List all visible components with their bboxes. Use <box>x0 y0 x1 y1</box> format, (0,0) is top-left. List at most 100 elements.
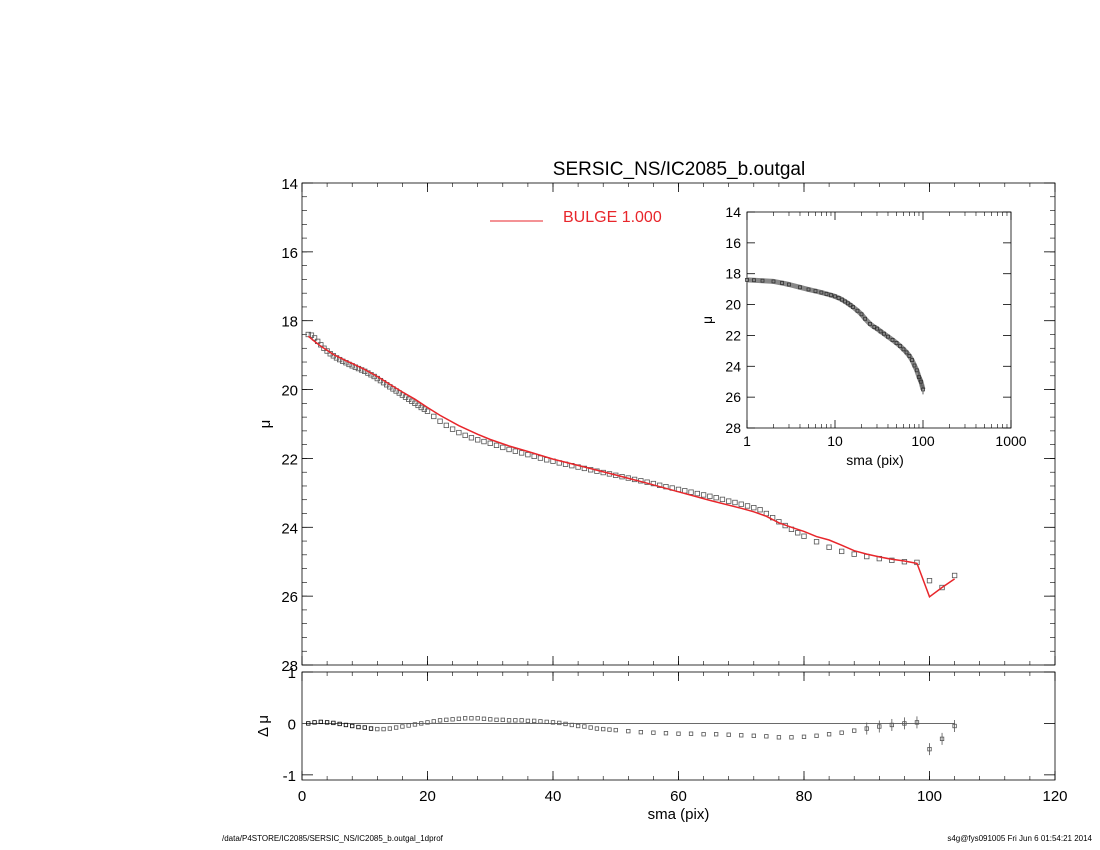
data-point <box>926 578 933 584</box>
data-point <box>437 418 443 424</box>
residual-point <box>814 733 819 738</box>
inset-y-tick-label: 16 <box>725 235 741 251</box>
main-profile-plot: 14 16 18 20 22 24 26 28 μ <box>257 176 1056 675</box>
residual-point <box>381 726 386 732</box>
data-point <box>694 490 700 497</box>
inset-data-point <box>787 282 791 287</box>
residual-point <box>726 732 731 737</box>
residual-point <box>412 722 418 727</box>
residual-point <box>638 730 643 735</box>
residual-point <box>532 718 537 724</box>
residual-point <box>613 727 618 733</box>
inset-data-point <box>863 316 868 321</box>
residual-point <box>538 719 543 724</box>
residual-x-tick-label: 0 <box>298 788 306 805</box>
main-y-axis-label: μ <box>257 420 274 429</box>
data-point <box>531 453 537 460</box>
residual-point <box>431 719 436 724</box>
residual-point <box>914 720 920 725</box>
residual-point <box>601 726 606 732</box>
data-point <box>839 548 845 555</box>
data-point <box>738 501 744 507</box>
inset-data-point <box>898 344 903 348</box>
data-point <box>726 498 732 504</box>
data-point <box>418 404 424 411</box>
data-point <box>713 495 719 501</box>
inset-data-point <box>901 347 906 352</box>
main-y-tick-label: 24 <box>281 520 298 537</box>
residual-x-tick-label: 80 <box>796 788 813 805</box>
residual-point <box>513 718 518 723</box>
residual-point <box>494 717 499 722</box>
residual-point <box>393 725 399 730</box>
inset-y-tick-label: 14 <box>725 204 741 220</box>
inset-data-point <box>886 334 890 339</box>
data-point <box>795 530 801 536</box>
footer-stamp: s4g@fys091005 Fri Jun 6 01:54:21 2014 <box>947 834 1092 843</box>
residual-x-tick-label: 60 <box>670 788 687 805</box>
data-point <box>851 551 857 557</box>
inset-x-tick-label: 10 <box>827 433 843 449</box>
residual-point <box>469 716 474 721</box>
inset-y-tick-label: 26 <box>725 389 741 405</box>
residual-point <box>519 718 524 723</box>
residual-point <box>776 735 782 740</box>
residual-point <box>952 723 957 729</box>
residual-point <box>902 721 907 726</box>
residual-point <box>651 730 656 735</box>
legend-label: BULGE 1.000 <box>563 209 662 226</box>
inset-data-point <box>878 329 883 334</box>
data-point <box>481 438 487 445</box>
residual-point <box>488 717 493 722</box>
residual-point <box>450 717 455 722</box>
inset-data-point <box>882 331 886 336</box>
residual-point <box>437 718 443 723</box>
residual-point <box>375 726 380 732</box>
data-point <box>487 440 493 446</box>
residual-point <box>475 716 480 721</box>
data-point <box>311 335 318 341</box>
bulge-model-line <box>307 335 956 598</box>
data-point <box>581 465 588 472</box>
data-point <box>757 507 763 513</box>
inset-data-point <box>819 290 824 295</box>
inset-y-tick-label: 28 <box>725 420 741 436</box>
inset-x-tick-label: 1 <box>743 433 751 449</box>
inset-x-tick-label: 100 <box>911 433 935 449</box>
residual-point <box>864 726 869 731</box>
data-point <box>512 448 518 454</box>
residual-point <box>318 719 323 725</box>
residual-point <box>406 723 411 728</box>
data-point <box>321 345 327 351</box>
residual-point <box>544 719 549 725</box>
data-point <box>826 544 832 550</box>
residual-point <box>701 732 706 737</box>
residual-point <box>839 730 844 735</box>
data-point <box>424 408 431 414</box>
inset-data-point <box>894 341 899 345</box>
residual-x-tick-label: 20 <box>419 788 436 805</box>
residual-point <box>714 732 719 737</box>
residual-y-tick-label: 1 <box>288 665 296 682</box>
inset-data-point <box>745 277 749 282</box>
inset-data-point <box>855 308 860 313</box>
residual-point <box>789 735 794 740</box>
residual-point <box>877 724 882 729</box>
data-point <box>308 332 315 338</box>
data-point <box>939 584 945 591</box>
inset-data-point <box>859 312 864 317</box>
main-y-tick-label: 20 <box>281 383 298 400</box>
residual-y-tick-label: 0 <box>288 716 296 733</box>
residual-point <box>481 716 487 721</box>
residual-point <box>462 716 468 721</box>
data-point <box>475 437 481 443</box>
data-point <box>449 426 456 432</box>
footer-path: /data/P4STORE/IC2085/SERSIC_NS/IC2085_b.… <box>222 834 443 843</box>
residual-point <box>764 734 769 739</box>
inset-x-tick-label: 1000 <box>995 433 1026 449</box>
residual-point <box>337 721 342 727</box>
residual-point <box>588 725 593 730</box>
residual-point <box>525 718 531 724</box>
data-point <box>744 503 751 509</box>
